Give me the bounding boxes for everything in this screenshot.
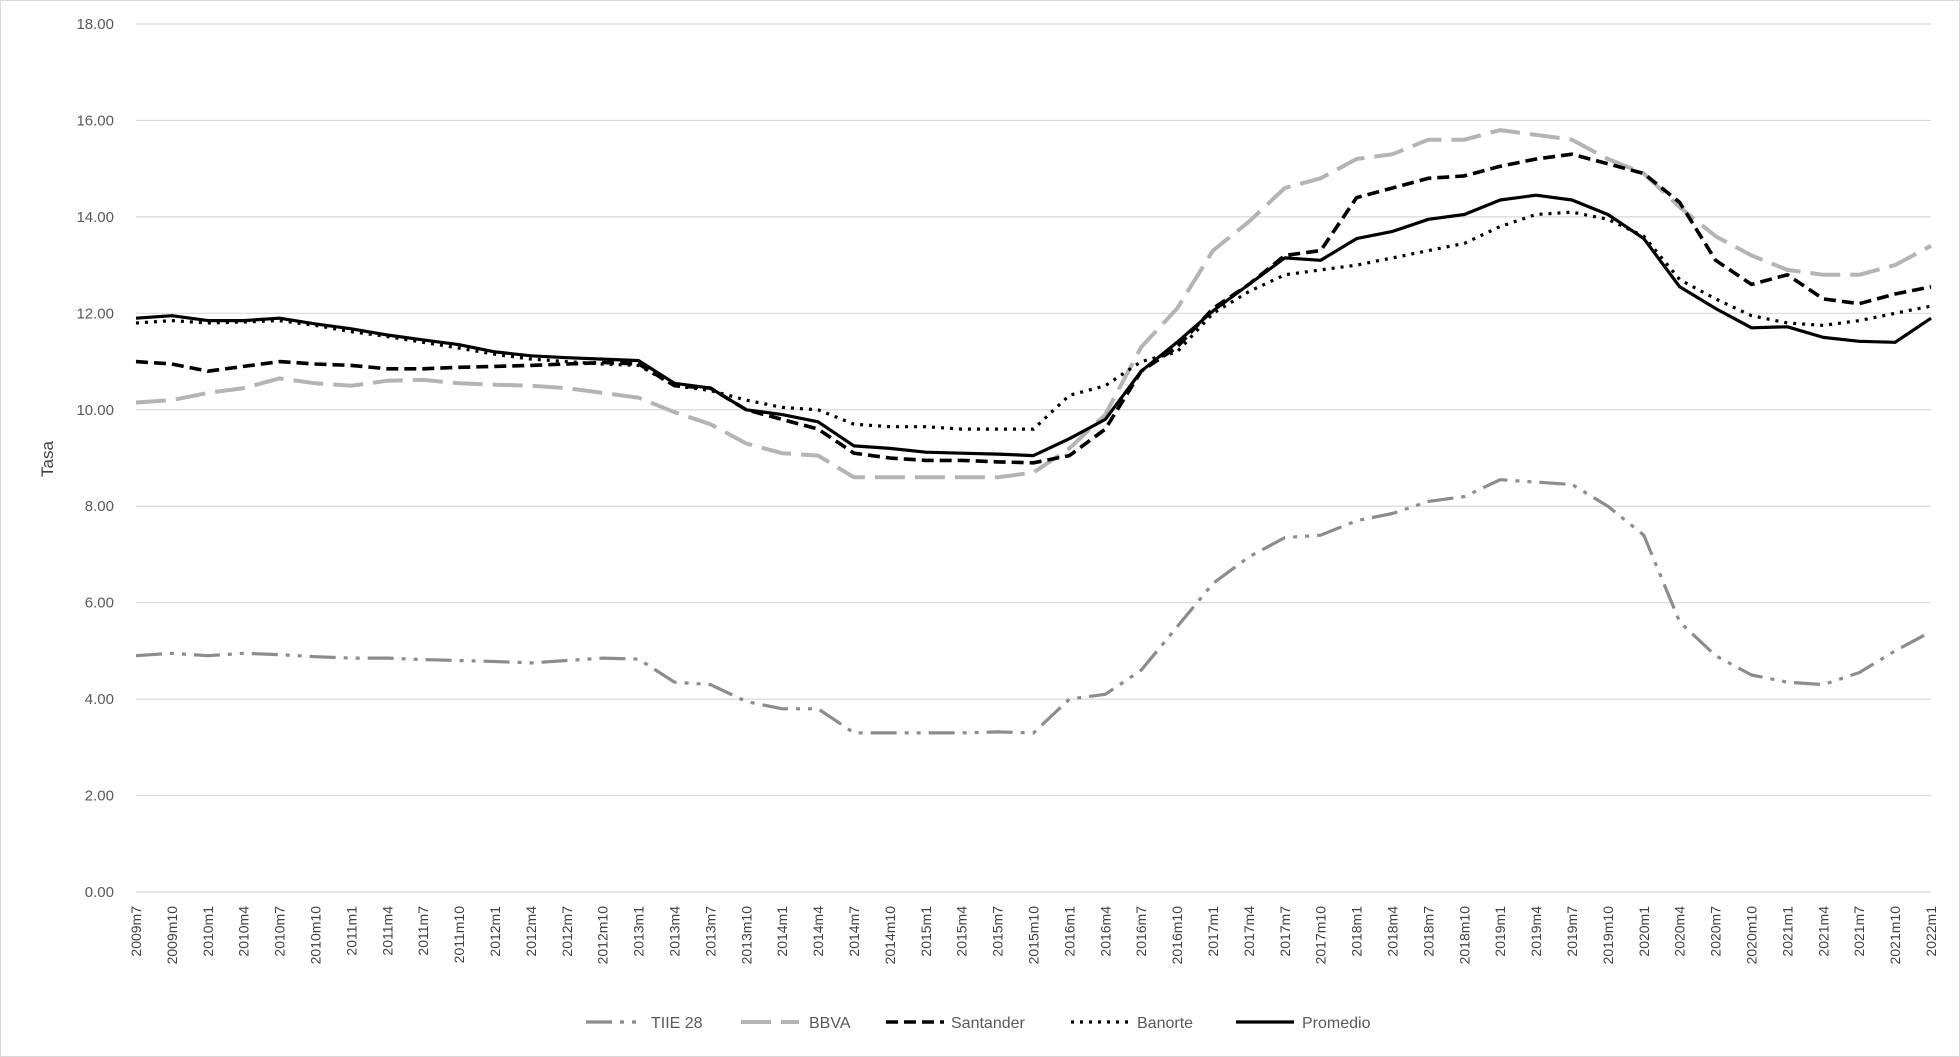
x-tick-label: 2016m1 — [1061, 906, 1077, 957]
x-tick-label: 2021m7 — [1851, 906, 1867, 957]
x-tick-label: 2020m10 — [1744, 906, 1760, 965]
legend-label: Santander — [951, 1015, 1026, 1032]
y-tick-label: 10.00 — [76, 402, 114, 419]
x-tick-label: 2020m7 — [1708, 906, 1724, 957]
x-tick-label: 2011m7 — [415, 906, 431, 956]
y-tick-label: 14.00 — [76, 209, 114, 226]
y-tick-label: 8.00 — [85, 498, 114, 515]
y-axis-label: Tasa — [38, 441, 57, 477]
x-tick-label: 2009m7 — [128, 906, 144, 957]
x-tick-label: 2015m10 — [1026, 906, 1042, 965]
x-tick-label: 2016m4 — [1097, 906, 1113, 957]
x-tick-label: 2019m7 — [1564, 906, 1580, 957]
y-tick-label: 12.00 — [76, 305, 114, 322]
x-tick-label: 2015m4 — [954, 906, 970, 957]
y-tick-label: 6.00 — [85, 595, 114, 612]
series-line-tiie-28 — [135, 478, 1932, 735]
legend: TIIE 28 BBVA Santander Banorte Promedio — [586, 1015, 1371, 1032]
y-axis-ticks: 0.00 2.00 4.00 6.00 8.00 10.00 12.00 14.00 16.00… — [76, 16, 114, 901]
x-tick-label: 2011m4 — [379, 906, 395, 956]
x-tick-label: 2016m7 — [1133, 906, 1149, 957]
series-line-santander — [135, 152, 1932, 465]
gridlines — [136, 23, 1931, 893]
x-tick-label: 2013m7 — [702, 906, 718, 957]
x-tick-label: 2017m1 — [1205, 906, 1221, 957]
x-tick-label: 2016m10 — [1169, 906, 1185, 965]
x-tick-label: 2013m1 — [631, 906, 647, 957]
x-tick-label: 2019m10 — [1600, 906, 1616, 965]
y-tick-label: 0.00 — [85, 884, 114, 901]
x-tick-label: 2012m7 — [559, 906, 575, 957]
series-lines — [135, 128, 1932, 735]
x-tick-label: 2022m1 — [1923, 906, 1939, 957]
x-tick-label: 2010m7 — [272, 906, 288, 957]
x-tick-label: 2010m10 — [308, 906, 324, 965]
x-tick-label: 2020m4 — [1672, 906, 1688, 957]
x-tick-label: 2018m10 — [1456, 906, 1472, 965]
x-tick-label: 2011m10 — [451, 906, 467, 964]
x-tick-label: 2014m4 — [810, 906, 826, 957]
x-tick-label: 2012m10 — [595, 906, 611, 965]
x-tick-label: 2021m10 — [1887, 906, 1903, 965]
x-tick-label: 2019m4 — [1528, 906, 1544, 957]
x-tick-label: 2017m7 — [1277, 906, 1293, 957]
x-tick-label: 2020m1 — [1636, 906, 1652, 957]
series-line-banorte — [135, 210, 1932, 431]
legend-label: BBVA — [809, 1015, 851, 1032]
x-tick-label: 2013m4 — [667, 906, 683, 957]
x-tick-label: 2014m1 — [774, 906, 790, 957]
x-tick-label: 2021m1 — [1779, 906, 1795, 957]
x-tick-label: 2021m4 — [1815, 906, 1831, 957]
x-tick-label: 2009m10 — [164, 906, 180, 965]
x-tick-label: 2014m7 — [846, 906, 862, 957]
y-tick-label: 2.00 — [85, 788, 114, 805]
x-tick-label: 2015m7 — [990, 906, 1006, 957]
legend-label: Banorte — [1137, 1015, 1193, 1032]
x-tick-label: 2018m4 — [1385, 906, 1401, 957]
x-tick-label: 2019m1 — [1492, 906, 1508, 957]
x-tick-label: 2012m1 — [487, 906, 503, 957]
x-axis-ticks: 2009m7 2009m10 2010m1 2010m4 2010m7 2010m10 20… — [128, 906, 1939, 965]
x-tick-label: 2011m1 — [343, 906, 359, 956]
series-line-bbva — [135, 128, 1932, 480]
y-tick-label: 18.00 — [76, 16, 114, 33]
legend-label: Promedio — [1302, 1015, 1371, 1032]
legend-label: TIIE 28 — [651, 1015, 703, 1032]
x-tick-label: 2010m4 — [236, 906, 252, 957]
x-tick-label: 2014m10 — [882, 906, 898, 965]
x-tick-label: 2012m4 — [523, 906, 539, 957]
x-tick-label: 2018m7 — [1420, 906, 1436, 957]
x-tick-label: 2018m1 — [1349, 906, 1365, 957]
y-tick-label: 4.00 — [85, 691, 114, 708]
x-tick-label: 2015m1 — [918, 906, 934, 957]
series-line-promedio — [135, 193, 1932, 458]
y-tick-label: 16.00 — [76, 112, 114, 129]
x-tick-label: 2017m10 — [1313, 906, 1329, 965]
x-tick-label: 2017m4 — [1241, 906, 1257, 957]
x-tick-label: 2013m10 — [738, 906, 754, 965]
x-tick-label: 2010m1 — [200, 906, 216, 957]
